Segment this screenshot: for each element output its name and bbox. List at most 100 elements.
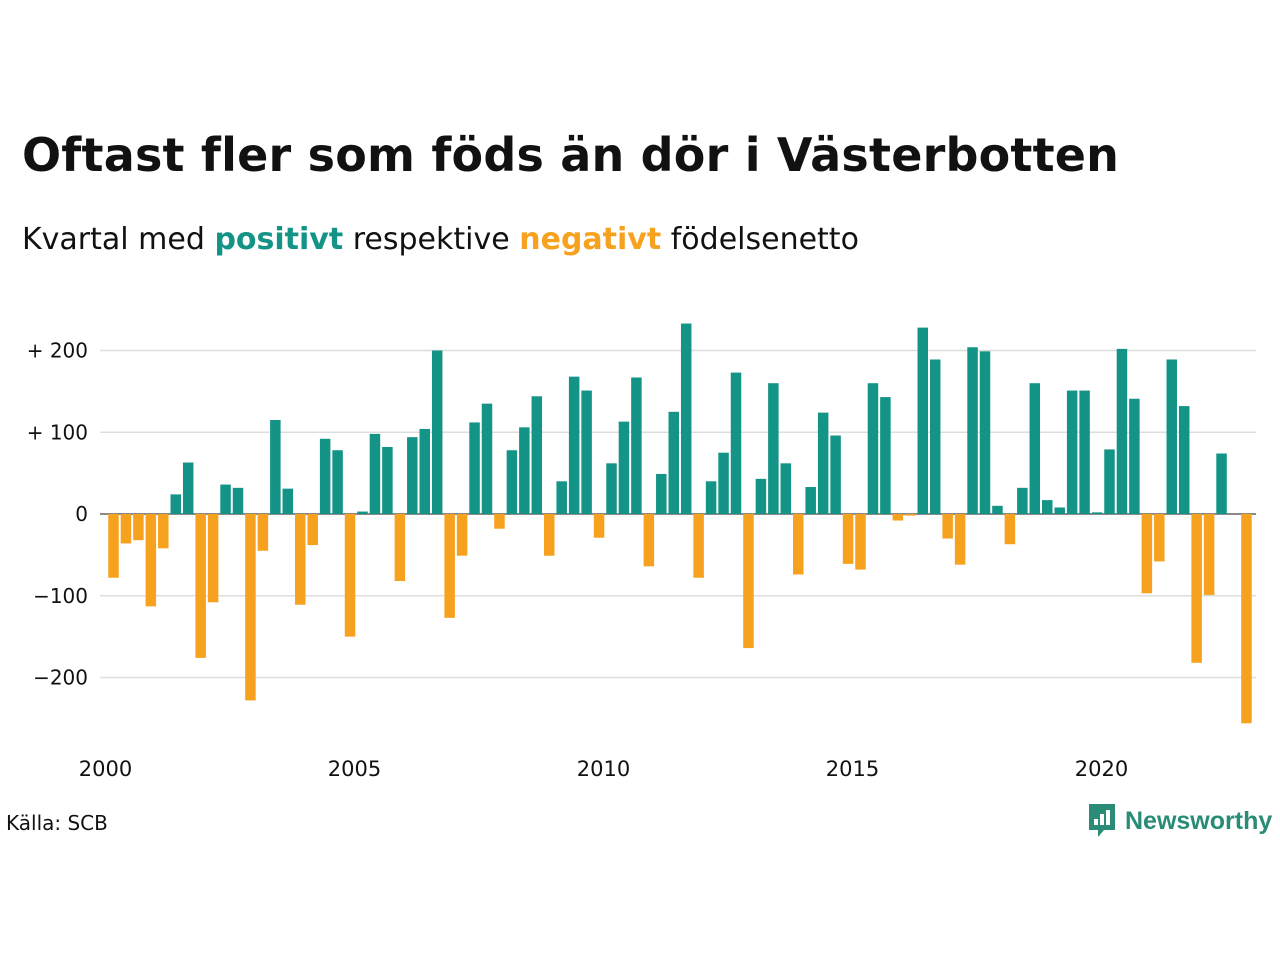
bar-2012Q3 [730,372,742,514]
subtitle-text-start: Kvartal med [22,222,205,257]
bar-2020Q3 [1129,398,1140,514]
bar-2011Q4 [693,514,704,578]
x-tick-label: 2020 [1075,757,1128,781]
bar-2008Q3 [531,396,543,514]
y-axis-labels: + 200 + 100 0 −100 −200 [27,339,88,690]
bar-2006Q1 [407,437,418,514]
chart-subtitle: Kvartal med positivt respektive negativt… [22,222,859,257]
bar-2009Q2 [568,376,580,514]
subtitle-negative-label: negativt [519,222,662,257]
bar-2004Q4 [344,514,356,637]
bar-2021Q3 [1178,406,1190,514]
bar-2011Q1 [656,473,667,514]
bar-2010Q1 [606,463,617,514]
x-tick-label: 2010 [577,757,630,781]
bar-2001Q3 [182,462,194,514]
bar-2015Q1 [855,514,866,570]
bar-2005Q4 [394,514,406,582]
subtitle-text-middle: respektive [352,222,510,257]
x-tick-label: 2005 [328,757,381,781]
bar-2017Q3 [979,351,991,514]
newsworthy-logo-text: Newsworthy [1125,806,1273,835]
newsworthy-logo-icon [1089,804,1115,837]
bar-2020Q1 [1104,449,1115,514]
bar-2014Q3 [830,435,841,514]
y-tick-label: + 200 [27,339,88,363]
bar-2006Q2 [419,428,430,514]
bar-2013Q2 [768,383,779,514]
bar-2016Q3 [929,359,941,514]
bar-2013Q3 [780,463,792,514]
bar-2009Q4 [593,514,605,538]
bar-2016Q2 [917,327,928,514]
newsworthy-logo: Newsworthy [1087,802,1272,840]
bar-2019Q1 [1054,507,1065,514]
bar-2018Q3 [1029,383,1041,514]
bar-2019Q3 [1079,390,1090,514]
y-tick-label: 0 [75,502,88,526]
bar-2018Q1 [1004,514,1016,545]
bar-2002Q4 [245,514,256,701]
bar-2015Q3 [880,397,891,514]
bar-2003Q2 [270,419,281,514]
bar-2000Q3 [133,514,144,541]
bar-2003Q1 [257,514,269,551]
bar-2009Q3 [581,390,592,514]
bar-2020Q2 [1116,348,1128,514]
bar-2001Q2 [170,494,181,514]
bar-chart: + 200 + 100 0 −100 −200 2000 2005 2010 2015 2020 [27,323,1256,781]
bar-2017Q2 [967,347,978,514]
bar-2011Q2 [668,411,679,514]
bar-2021Q4 [1191,514,1202,663]
bar-2001Q4 [195,514,206,658]
bar-2006Q4 [444,514,455,618]
bar-2022Q4 [1241,514,1252,724]
source-note: Källa: SCB [6,811,108,835]
bar-2007Q3 [481,403,493,514]
bar-2015Q4 [892,514,904,521]
bar-2002Q3 [232,487,244,514]
bar-2013Q4 [793,514,804,575]
bar-2022Q2 [1216,453,1227,514]
bar-2003Q4 [295,514,306,605]
bar-2008Q1 [506,450,518,514]
bar-2000Q2 [120,514,132,544]
bar-2018Q2 [1017,487,1028,514]
y-tick-label: −100 [33,584,88,608]
bar-2004Q3 [332,450,343,514]
bar-2021Q2 [1166,359,1177,514]
bar-2020Q4 [1141,514,1153,594]
bar-2013Q1 [755,478,767,514]
bar-2003Q3 [282,488,294,514]
x-tick-label: 2000 [79,757,132,781]
bar-2005Q3 [382,446,393,514]
bar-2017Q1 [954,514,966,565]
subtitle-text-end: födelsenetto [670,222,859,257]
x-tick-label: 2015 [826,757,879,781]
bar-2007Q1 [456,514,468,556]
bar-2018Q4 [1042,500,1053,514]
bar-2021Q1 [1154,514,1165,562]
bars [108,323,1252,724]
bar-2008Q2 [519,427,530,514]
bar-2009Q1 [556,481,567,514]
chart-title: Oftast fler som föds än dör i Västerbott… [22,128,1120,182]
y-tick-label: −200 [33,666,88,690]
bar-2005Q2 [369,433,381,514]
bar-2004Q1 [307,514,318,546]
bar-2017Q4 [992,505,1003,514]
subtitle-positive-label: positivt [214,222,344,257]
bar-2002Q2 [220,484,231,514]
bar-2014Q4 [842,514,854,564]
x-axis-labels: 2000 2005 2010 2015 2020 [79,757,1128,781]
bar-2011Q3 [680,323,692,514]
bar-2016Q4 [942,514,953,539]
bar-2022Q1 [1203,514,1215,595]
bar-2008Q4 [544,514,555,556]
bar-2007Q4 [494,514,505,529]
bar-2014Q2 [817,412,829,514]
bar-2002Q1 [207,514,219,603]
bar-2005Q1 [357,511,368,514]
y-tick-label: + 100 [27,420,88,444]
bar-2012Q4 [743,514,754,649]
